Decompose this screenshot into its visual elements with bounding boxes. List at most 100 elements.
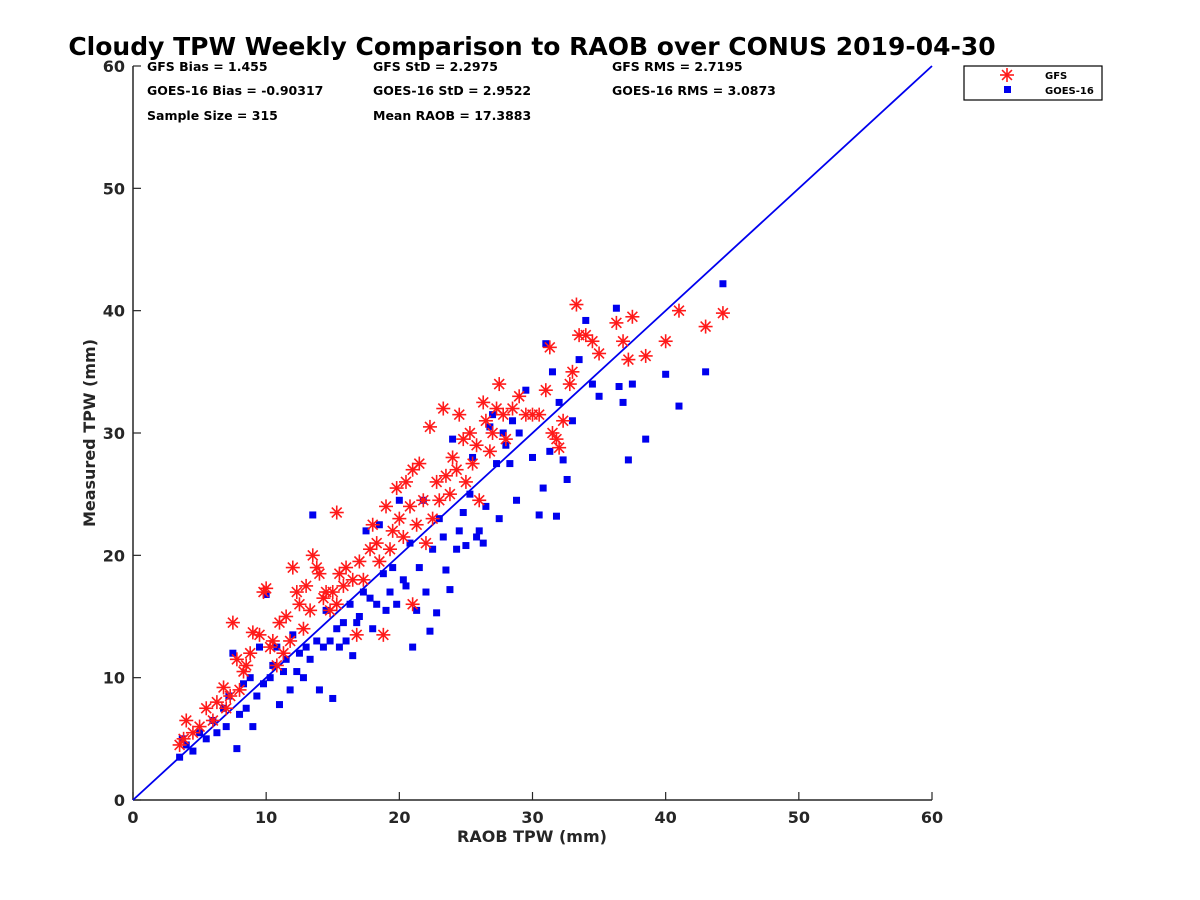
gfs-point xyxy=(592,346,607,361)
goes16-point xyxy=(446,586,454,594)
gfs-point xyxy=(252,627,267,642)
goes16-point xyxy=(289,631,297,639)
gfs-point xyxy=(383,542,398,557)
goes16-point xyxy=(552,512,560,520)
gfs-point xyxy=(562,377,577,392)
gfs-point xyxy=(609,315,624,330)
goes16-point xyxy=(260,680,268,688)
gfs-point xyxy=(225,615,240,630)
goes16-point xyxy=(306,655,314,663)
gfs-point xyxy=(462,426,477,440)
x-tick-label: 60 xyxy=(921,808,943,827)
goes16-point xyxy=(413,606,421,614)
gfs-point xyxy=(269,658,284,673)
goes16-point xyxy=(335,643,343,651)
gfs-point xyxy=(498,432,513,447)
gfs-point xyxy=(512,389,527,404)
goes16-point xyxy=(442,566,450,574)
goes16-point xyxy=(515,429,523,437)
goes16-point xyxy=(339,619,347,627)
goes16-point xyxy=(493,460,501,468)
goes16-point xyxy=(402,582,410,590)
gfs-point xyxy=(476,395,491,410)
gfs-point xyxy=(482,444,497,459)
goes16-point xyxy=(349,652,357,660)
goes16-point xyxy=(642,435,650,443)
goes16-point xyxy=(386,588,394,596)
goes16-point xyxy=(453,545,461,553)
goes16-point xyxy=(486,423,494,431)
gfs-point xyxy=(199,701,214,716)
gfs-point xyxy=(179,713,194,728)
gfs-point xyxy=(265,633,280,648)
goes16-point xyxy=(233,745,241,753)
gfs-point xyxy=(658,334,673,349)
goes16-point xyxy=(389,564,397,572)
goes16-point xyxy=(433,609,441,617)
gfs-point xyxy=(365,517,380,532)
gfs-point xyxy=(205,713,220,728)
gfs-point xyxy=(398,474,413,489)
gfs-point xyxy=(438,468,453,483)
gfs-point xyxy=(625,309,640,324)
gfs-point xyxy=(402,499,417,514)
gfs-point xyxy=(209,695,224,710)
goes16-point xyxy=(595,392,603,400)
gfs-point xyxy=(496,407,511,422)
gfs-point xyxy=(296,621,311,636)
goes16-point xyxy=(546,447,554,455)
goes16-point xyxy=(513,496,521,504)
reference-line-group xyxy=(132,65,933,801)
goes16-point xyxy=(588,380,596,388)
gfs-point xyxy=(279,609,294,624)
legend-gfs-marker xyxy=(1000,68,1014,82)
goes16-point xyxy=(612,304,620,312)
gfs-point xyxy=(276,646,291,661)
goes16-point xyxy=(615,383,623,391)
goes16-point xyxy=(379,570,387,578)
goes16-point xyxy=(295,649,303,657)
goes16-point xyxy=(426,627,434,635)
gfs-point xyxy=(356,572,371,587)
gfs-point xyxy=(418,536,433,551)
goes16-point xyxy=(346,600,354,608)
gfs-point xyxy=(432,493,447,508)
goes16-point xyxy=(355,613,363,620)
goes16-point xyxy=(628,380,636,388)
goes16-point xyxy=(333,625,341,633)
goes16-point xyxy=(479,539,487,547)
goes16-point xyxy=(329,694,337,702)
goes16-point xyxy=(342,637,350,645)
stat-sample-size: Sample Size = 315 xyxy=(147,108,278,123)
goes16-point xyxy=(409,643,417,651)
goes16-point xyxy=(236,710,244,718)
goes16-point xyxy=(286,686,294,694)
gfs-point xyxy=(616,334,631,349)
gfs-point xyxy=(478,413,493,428)
gfs-point xyxy=(312,566,327,581)
legend-gfs-asterisk xyxy=(1000,68,1014,82)
gfs-point xyxy=(621,352,636,367)
gfs-point xyxy=(216,680,231,695)
goes16-point xyxy=(382,606,390,614)
gfs-point xyxy=(385,523,400,538)
goes16-point xyxy=(395,496,403,504)
goes16-point xyxy=(473,533,481,541)
gfs-point xyxy=(305,548,320,563)
goes16-point xyxy=(529,453,536,461)
gfs-point xyxy=(345,572,360,587)
data-points xyxy=(172,280,730,761)
goes16-point xyxy=(202,735,210,743)
gfs-point xyxy=(552,440,567,455)
gfs-point xyxy=(585,334,600,349)
gfs-point xyxy=(325,585,340,600)
goes16-point xyxy=(568,417,576,425)
y-tick-label: 20 xyxy=(103,546,125,565)
y-axis-label: Measured TPW (mm) xyxy=(80,339,99,527)
goes16-point xyxy=(539,484,547,492)
goes16-point xyxy=(475,527,483,535)
gfs-point xyxy=(505,401,520,416)
stat-goes-rms: GOES-16 RMS = 3.0873 xyxy=(612,83,776,98)
gfs-point xyxy=(239,658,254,673)
goes16-point xyxy=(482,502,490,510)
